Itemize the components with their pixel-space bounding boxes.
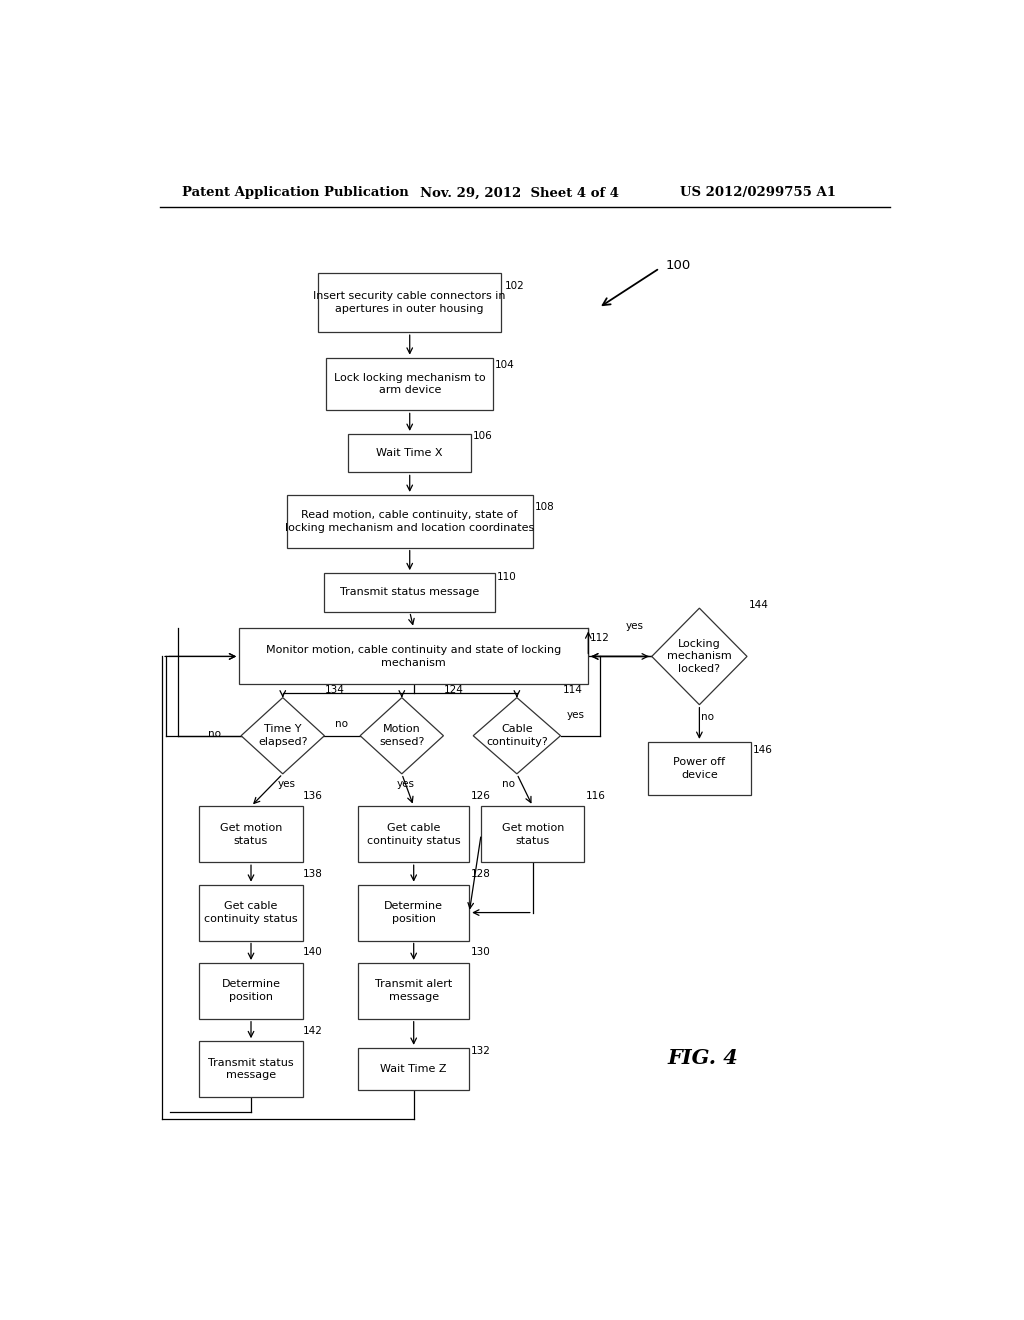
Text: Get motion
status: Get motion status: [502, 822, 564, 846]
FancyBboxPatch shape: [239, 628, 588, 684]
Polygon shape: [360, 697, 443, 774]
Text: Motion
sensed?: Motion sensed?: [379, 725, 425, 747]
Text: Read motion, cable continuity, state of
locking mechanism and location coordinat: Read motion, cable continuity, state of …: [285, 510, 535, 533]
Text: 128: 128: [471, 869, 490, 879]
FancyBboxPatch shape: [481, 807, 585, 862]
Text: Transmit alert
message: Transmit alert message: [375, 979, 453, 1002]
Text: Cable
continuity?: Cable continuity?: [486, 725, 548, 747]
Text: yes: yes: [396, 779, 415, 789]
Text: Nov. 29, 2012  Sheet 4 of 4: Nov. 29, 2012 Sheet 4 of 4: [420, 186, 620, 199]
Text: Time Y
elapsed?: Time Y elapsed?: [258, 725, 307, 747]
Text: 146: 146: [753, 744, 772, 755]
Text: Transmit status
message: Transmit status message: [208, 1057, 294, 1081]
Text: Wait Time Z: Wait Time Z: [381, 1064, 446, 1074]
Text: 108: 108: [535, 502, 554, 512]
Text: 106: 106: [473, 430, 493, 441]
Text: Lock locking mechanism to
arm device: Lock locking mechanism to arm device: [334, 372, 485, 396]
Text: FIG. 4: FIG. 4: [668, 1048, 738, 1068]
FancyBboxPatch shape: [200, 884, 303, 941]
FancyBboxPatch shape: [348, 434, 471, 473]
FancyBboxPatch shape: [327, 358, 494, 411]
Text: yes: yes: [567, 710, 585, 721]
FancyBboxPatch shape: [358, 1048, 469, 1090]
FancyBboxPatch shape: [200, 962, 303, 1019]
Polygon shape: [651, 609, 748, 705]
Text: 138: 138: [303, 869, 323, 879]
Text: no: no: [503, 779, 515, 789]
Text: 100: 100: [666, 259, 691, 272]
FancyBboxPatch shape: [648, 742, 751, 795]
Text: Monitor motion, cable continuity and state of locking
mechanism: Monitor motion, cable continuity and sta…: [266, 645, 561, 668]
Text: yes: yes: [278, 779, 296, 789]
Text: 112: 112: [590, 634, 609, 643]
Text: 136: 136: [303, 791, 323, 801]
Text: 126: 126: [471, 791, 490, 801]
Text: Patent Application Publication: Patent Application Publication: [182, 186, 409, 199]
Text: 140: 140: [303, 948, 323, 957]
Text: US 2012/0299755 A1: US 2012/0299755 A1: [680, 186, 836, 199]
FancyBboxPatch shape: [287, 495, 532, 548]
Text: 116: 116: [586, 791, 606, 801]
Text: no: no: [335, 718, 348, 729]
Text: 142: 142: [303, 1026, 323, 1036]
Text: Determine
position: Determine position: [221, 979, 281, 1002]
FancyBboxPatch shape: [358, 962, 469, 1019]
Text: Get cable
continuity status: Get cable continuity status: [204, 902, 298, 924]
Text: 144: 144: [749, 599, 768, 610]
Text: Wait Time X: Wait Time X: [377, 449, 443, 458]
Text: Transmit status message: Transmit status message: [340, 587, 479, 598]
FancyBboxPatch shape: [318, 273, 501, 333]
Text: 134: 134: [325, 685, 345, 696]
Text: yes: yes: [626, 620, 643, 631]
FancyBboxPatch shape: [200, 1041, 303, 1097]
Text: Insert security cable connectors in
apertures in outer housing: Insert security cable connectors in aper…: [313, 292, 506, 314]
Text: Locking
mechanism
locked?: Locking mechanism locked?: [667, 639, 732, 675]
FancyBboxPatch shape: [325, 573, 495, 611]
Polygon shape: [473, 697, 560, 774]
Text: 124: 124: [443, 685, 464, 696]
Text: 110: 110: [497, 573, 517, 582]
Text: no: no: [700, 711, 714, 722]
FancyBboxPatch shape: [358, 884, 469, 941]
Text: Power off
device: Power off device: [674, 756, 725, 780]
Text: 114: 114: [563, 685, 583, 696]
FancyBboxPatch shape: [358, 807, 469, 862]
Text: 102: 102: [505, 281, 524, 290]
Text: no: no: [208, 729, 221, 739]
Text: 132: 132: [471, 1045, 490, 1056]
FancyBboxPatch shape: [200, 807, 303, 862]
Text: 104: 104: [495, 360, 514, 370]
Text: Determine
position: Determine position: [384, 902, 443, 924]
Text: Get motion
status: Get motion status: [220, 822, 283, 846]
Text: Get cable
continuity status: Get cable continuity status: [367, 822, 461, 846]
Text: 130: 130: [471, 948, 490, 957]
Polygon shape: [241, 697, 325, 774]
